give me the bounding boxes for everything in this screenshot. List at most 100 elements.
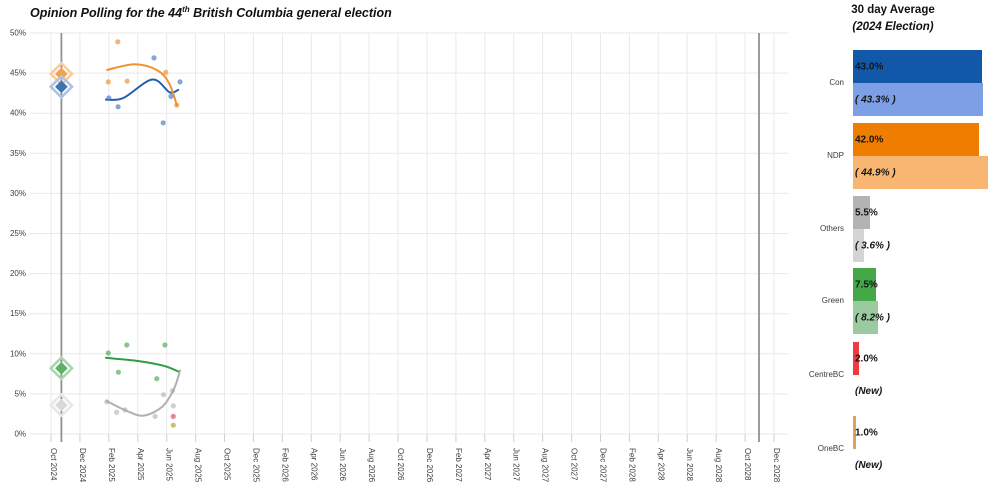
legend-current-value: 2.0% [855, 353, 878, 364]
legend-previous-bar: ( 43.3% ) [853, 83, 983, 116]
x-tick-label: Aug 2025 [194, 448, 203, 483]
legend-current-bar: 2.0% [853, 342, 878, 375]
legend-previous-bar: ( 44.9% ) [853, 156, 988, 189]
poll-dot-Others [160, 392, 167, 398]
y-tick-label: 20% [10, 269, 26, 278]
legend-previous-value: ( 43.3% ) [855, 94, 896, 105]
legend-previous-value: ( 8.2% ) [855, 312, 891, 323]
x-tick-label: Feb 2028 [627, 448, 636, 482]
legend-previous-bar: ( 8.2% ) [853, 301, 890, 334]
election-marker-halo-Con [48, 74, 74, 100]
poll-dot-CentreBC [170, 413, 176, 419]
legend-current-bar: 42.0% [853, 123, 979, 156]
y-tick-label: 25% [10, 229, 26, 238]
legend-current-value: 43.0% [855, 61, 884, 72]
x-tick-label: Jun 2025 [165, 448, 174, 481]
poll-dot-Others [114, 409, 120, 415]
x-tick-label: Aug 2028 [714, 448, 723, 483]
legend-current-bar: 7.5% [853, 268, 878, 301]
x-tick-label: Dec 2024 [78, 448, 87, 483]
poll-dot-Others [170, 403, 176, 409]
x-tick-label: Feb 2026 [280, 448, 289, 482]
x-tick-label: Dec 2026 [425, 448, 434, 483]
x-tick-label: Feb 2025 [107, 448, 116, 482]
y-tick-label: 15% [10, 309, 26, 318]
poll-dot-Others [152, 413, 158, 419]
x-tick-label: Oct 2024 [49, 448, 58, 481]
poll-dot-Con [168, 93, 174, 99]
trend-line-Others [105, 369, 181, 417]
x-tick-label: Aug 2027 [541, 448, 550, 483]
poll-dot-NDP [163, 69, 169, 75]
legend-party-label: OneBC [817, 444, 844, 453]
y-tick-label: 35% [10, 149, 26, 158]
y-tick-label: 0% [14, 430, 26, 439]
y-tick-label: 30% [10, 189, 26, 198]
election-marker-Green [55, 361, 68, 375]
legend-current-bar: 1.0% [853, 416, 878, 449]
y-tick-label: 5% [14, 389, 26, 398]
polling-plot: 0% 5% 10% 15% 20% 25% 30% 35% 40% 45% 50% Oct 2024 D… [10, 29, 788, 483]
legend-new-note: (New) [855, 460, 883, 471]
legend-panel: 30 day Average (2024 Election) Con 43.0%… [800, 0, 1000, 500]
y-tick-label: 45% [10, 69, 26, 78]
poll-dot-NDP [105, 79, 111, 85]
poll-dot-Others [104, 399, 110, 405]
poll-dot-NDP [124, 78, 130, 84]
x-tick-label: Oct 2026 [396, 448, 405, 481]
legend-previous-bar: ( 3.6% ) [853, 229, 890, 262]
poll-dot-Green [162, 342, 168, 348]
election-marker-Others [55, 398, 68, 412]
legend-previous-value: ( 44.9% ) [855, 167, 896, 178]
x-tick-label: Dec 2028 [772, 448, 781, 483]
x-tick-label: Oct 2027 [570, 448, 579, 481]
legend-current-value: 1.0% [855, 427, 878, 438]
x-tick-label: Apr 2026 [309, 448, 318, 481]
x-tick-label: Aug 2026 [367, 448, 376, 483]
x-tick-label: Dec 2027 [599, 448, 608, 483]
legend-new-note: (New) [855, 386, 883, 397]
poll-dot-Con [106, 95, 112, 101]
legend-party-label: Others [819, 224, 844, 233]
election-marker-halo-NDP [48, 61, 74, 87]
poll-dot-Con [151, 55, 157, 61]
trend-line-Green [104, 356, 180, 373]
poll-dot-NDP [174, 102, 180, 108]
legend-subtitle: (2024 Election) [852, 21, 934, 33]
legend-party-label: NDP [827, 151, 844, 160]
y-tick-label: 10% [10, 349, 26, 358]
x-tick-label: Feb 2027 [454, 448, 463, 482]
poll-dot-Con [160, 120, 166, 126]
poll-dot-Green [115, 369, 121, 375]
poll-dot-OneBC [170, 422, 176, 428]
legend-current-value: 42.0% [855, 134, 884, 145]
x-tick-label: Oct 2028 [743, 448, 752, 481]
trend-line-Con [104, 78, 180, 101]
x-tick-label: Dec 2025 [251, 448, 260, 483]
legend-current-value: 7.5% [855, 279, 878, 290]
x-tick-label: Apr 2027 [483, 448, 492, 481]
election-marker-halo-Green [48, 355, 74, 381]
legend-previous-value: ( 3.6% ) [855, 240, 891, 251]
poll-dot-Green [124, 342, 130, 348]
poll-dot-Con [177, 79, 183, 85]
polling-chart: Opinion Polling for the 44th British Col… [10, 5, 788, 483]
legend-title: 30 day Average [851, 4, 935, 16]
x-tick-label: Apr 2028 [656, 448, 665, 481]
legend-current-bar: 43.0% [853, 50, 982, 83]
trend-line-NDP [106, 63, 178, 107]
y-tick-label: 50% [10, 29, 26, 38]
x-tick-label: Apr 2025 [136, 448, 145, 481]
chart-title: Opinion Polling for the 44th British Col… [30, 5, 392, 21]
x-tick-label: Jun 2026 [338, 448, 347, 481]
x-tick-label: Jun 2027 [512, 448, 521, 481]
x-tick-label: Oct 2025 [223, 448, 232, 481]
poll-dot-Others [122, 407, 128, 413]
poll-dot-Con [115, 104, 121, 110]
poll-dot-Green [105, 350, 111, 356]
legend-party-label: Con [829, 78, 844, 87]
x-tick-label: Jun 2028 [685, 448, 694, 481]
legend-party-label: CentreBC [808, 370, 844, 379]
poll-dot-Others [169, 388, 176, 394]
poll-dot-NDP [115, 39, 121, 45]
